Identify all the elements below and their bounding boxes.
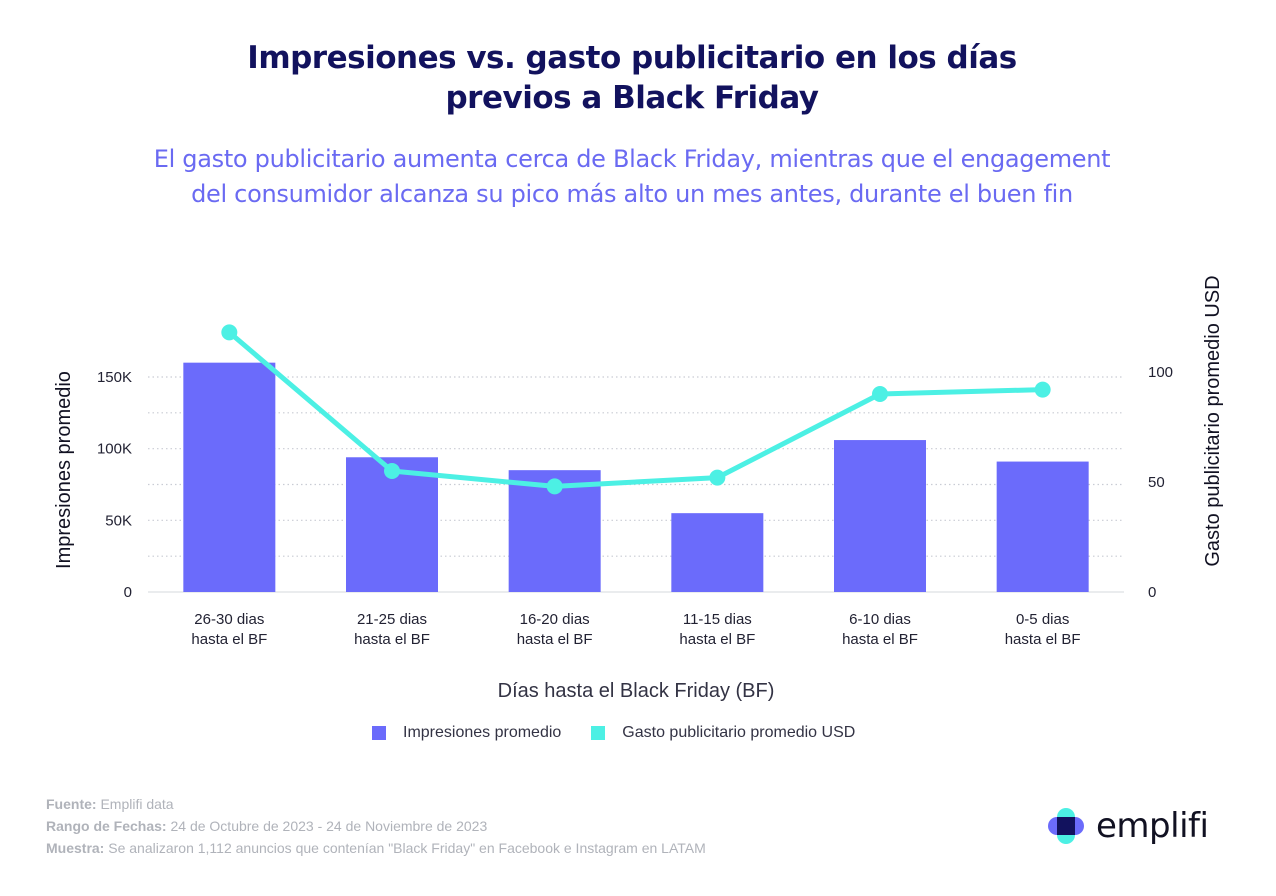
spend-point-5 — [1034, 381, 1051, 398]
emplifi-cross-logo-icon — [1048, 808, 1084, 844]
logo-text: emplifi — [1096, 806, 1209, 846]
footer-range-value: 24 de Octubre de 2023 - 24 de Noviembre … — [170, 818, 488, 834]
legend-label-bars: Impresiones promedio — [403, 724, 562, 741]
x-category-label-0-0: 26-30 dias — [194, 611, 264, 628]
spend-point-0 — [221, 324, 238, 341]
y-tick-label-2: 100K — [97, 441, 132, 458]
left-axis-ticks: 0 50K 100K 150K — [97, 369, 132, 601]
y-tick-label-0: 0 — [124, 584, 132, 601]
legend-item-bars: Impresiones promedio — [372, 724, 561, 742]
x-category-label-1-0: 21-25 dias — [357, 611, 427, 628]
legend-label-line: Gasto publicitario promedio USD — [622, 724, 856, 741]
footer-sample: Muestra: Se analizaron 1,112 anuncios qu… — [46, 837, 706, 859]
footer-source: Fuente: Emplifi data — [46, 793, 706, 815]
chart-title: Impresiones vs. gasto publicitario en lo… — [0, 38, 1264, 118]
chart-subtitle: El gasto publicitario aumenta cerca de B… — [0, 142, 1264, 212]
x-axis-categories: 26-30 dias hasta el BF 21-25 dias hasta el … — [191, 611, 1080, 648]
right-axis-ticks: 0 50 100 — [1148, 364, 1173, 601]
line-group — [221, 324, 1051, 495]
legend: Impresiones promedio Gasto publicitario … — [372, 722, 885, 744]
x-category-label-1-1: hasta el BF — [354, 631, 430, 648]
spend-point-2 — [546, 478, 563, 495]
x-category-label-3-0: 11-15 dias — [683, 611, 752, 628]
y-tick-label-3: 150K — [97, 369, 132, 386]
y-tick-label-1: 50K — [105, 512, 132, 529]
footer-notes: Fuente: Emplifi data Rango de Fechas: 24… — [46, 793, 706, 859]
footer-source-label: Fuente: — [46, 796, 97, 812]
bar-3 — [671, 513, 764, 592]
spend-line — [226, 329, 1046, 489]
y2-tick-label-0: 0 — [1148, 584, 1156, 601]
bar-4 — [834, 440, 926, 592]
y2-axis-title: Gasto publicitario promedio USD — [1202, 275, 1224, 566]
footer-sample-value: Se analizaron 1,112 anuncios que contení… — [108, 840, 706, 856]
chart-subtitle-line-1: El gasto publicitario aumenta cerca de B… — [153, 145, 1111, 173]
spend-point-4 — [872, 386, 888, 402]
bar-1 — [346, 457, 438, 592]
legend-swatch-line — [591, 726, 606, 740]
legend-item-line: Gasto publicitario promedio USD — [591, 724, 855, 742]
footer-source-value: Emplifi data — [100, 796, 174, 812]
bar-5 — [996, 461, 1089, 592]
gridlines — [148, 376, 1124, 593]
x-category-label-4-1: hasta el BF — [842, 631, 918, 648]
bar-0 — [183, 362, 276, 592]
x-category-label-4-0: 6-10 dias — [849, 611, 911, 628]
y2-tick-label-2: 100 — [1148, 364, 1173, 381]
legend-swatch-bars — [372, 726, 386, 740]
x-category-label-5-1: hasta el BF — [1005, 631, 1081, 648]
x-category-label-2-1: hasta el BF — [517, 631, 593, 648]
x-axis-title: Días hasta el Black Friday (BF) — [498, 680, 775, 702]
footer-range-label: Rango de Fechas: — [46, 818, 167, 834]
spend-point-1 — [384, 463, 400, 479]
x-category-label-0-1: hasta el BF — [191, 631, 267, 648]
y-axis-title: Impresiones promedio — [53, 371, 75, 569]
x-category-label-2-0: 16-20 dias — [520, 611, 590, 628]
y2-tick-label-1: 50 — [1148, 474, 1165, 491]
chart-title-line-2: previos a Black Friday — [445, 80, 819, 116]
chart-subtitle-line-2: del consumidor alcanza su pico más alto … — [191, 180, 1073, 208]
bars-group — [183, 362, 1089, 592]
x-category-label-5-0: 0-5 dias — [1016, 611, 1069, 628]
chart-title-line-1: Impresiones vs. gasto publicitario en lo… — [247, 40, 1017, 76]
emplifi-logo: emplifi — [1046, 806, 1209, 846]
spend-point-3 — [709, 469, 726, 486]
footer-range: Rango de Fechas: 24 de Octubre de 2023 -… — [46, 815, 706, 837]
x-category-label-3-1: hasta el BF — [679, 631, 755, 648]
footer-sample-label: Muestra: — [46, 840, 105, 856]
